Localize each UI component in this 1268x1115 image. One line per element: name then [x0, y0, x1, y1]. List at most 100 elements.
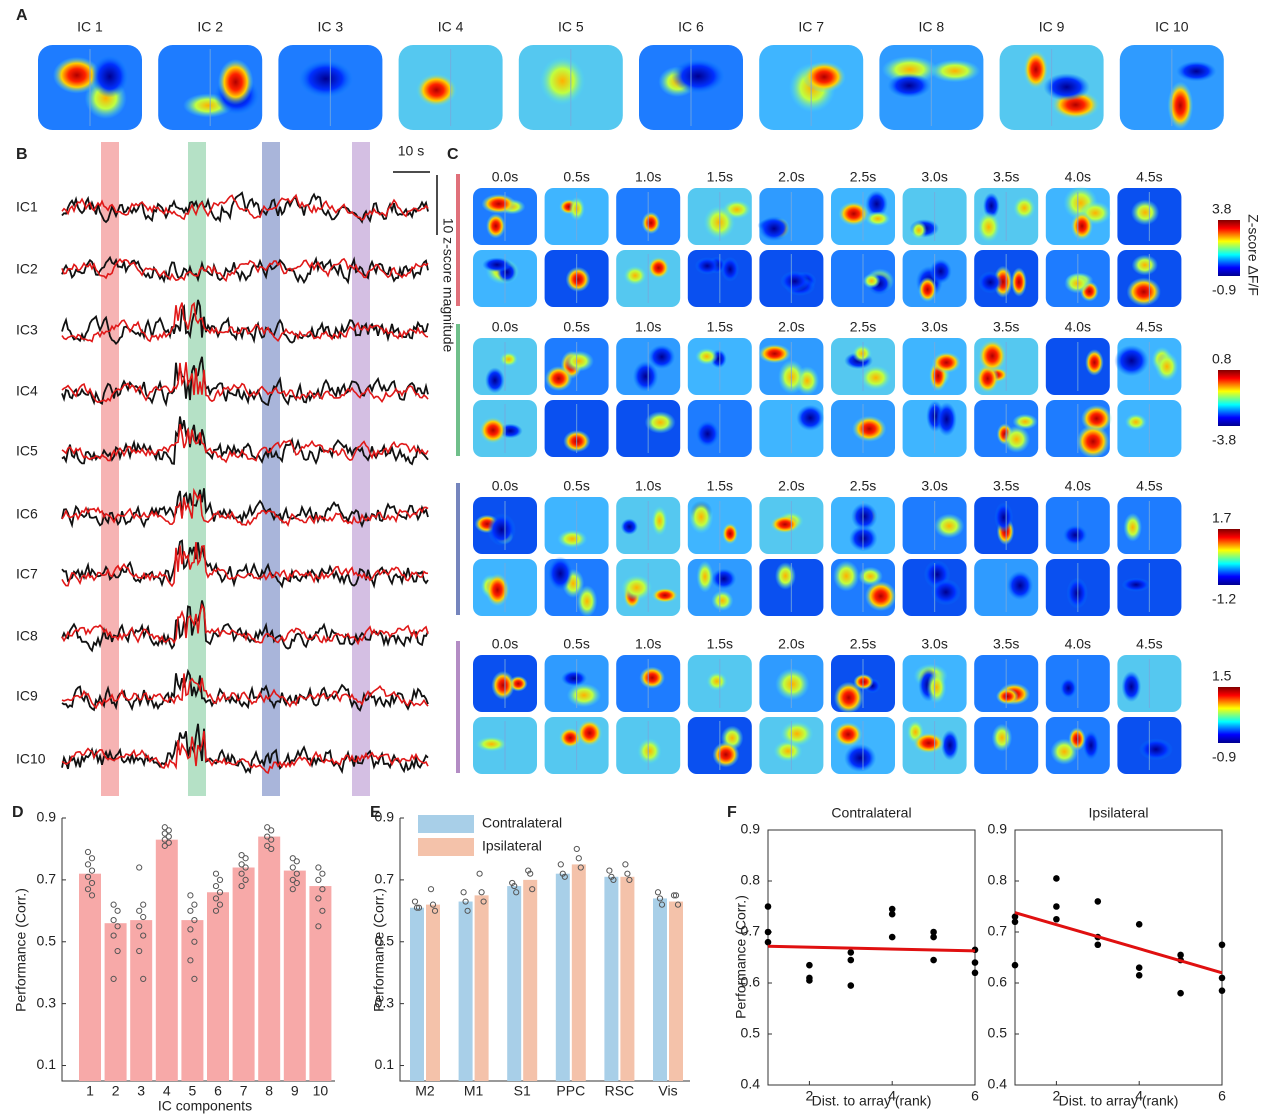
frame-map: [757, 188, 823, 245]
bar: [653, 898, 667, 1081]
map-title: IC 3: [318, 19, 344, 35]
x-tick-label: 10: [313, 1083, 329, 1099]
time-label: 1.0s: [635, 319, 661, 335]
activity-blob: [1011, 267, 1027, 296]
group-bar: [456, 324, 460, 456]
frame-map: [903, 338, 967, 395]
frame-map: [473, 559, 537, 616]
x-tick-label: 9: [291, 1083, 299, 1099]
sample-point: [479, 890, 484, 895]
time-label: 1.0s: [635, 169, 661, 185]
bar: [156, 840, 178, 1081]
bar: [556, 874, 570, 1081]
frame-map: [759, 250, 823, 307]
ic-map: [38, 45, 142, 130]
map-title: IC 5: [558, 19, 584, 35]
y-axis-label: Performance (Corr.): [733, 895, 749, 1019]
sample-point: [412, 899, 417, 904]
frame-map: [1046, 400, 1112, 458]
y-tick-label: 0.9: [741, 821, 761, 837]
map-title: IC 9: [1039, 19, 1065, 35]
bar: [459, 902, 473, 1081]
time-label: 4.5s: [1136, 319, 1162, 335]
frame-map: [903, 497, 967, 554]
frame-map: [831, 559, 897, 616]
colorbar-max: 3.8: [1212, 201, 1232, 217]
activity-blob: [706, 672, 727, 691]
activity-blob: [485, 367, 505, 393]
frame-map: [758, 338, 823, 395]
frame-map: [545, 188, 609, 245]
sample-point: [607, 868, 612, 873]
frame-map: [974, 338, 1038, 395]
activity-blob: [645, 411, 676, 433]
activity-blob: [491, 671, 514, 700]
legend-swatch: [418, 838, 474, 856]
data-point: [1053, 903, 1060, 910]
frame-map: [1117, 717, 1181, 774]
activity-blob: [711, 590, 733, 611]
frame-map: [688, 655, 752, 712]
data-point: [889, 911, 896, 918]
sample-point: [316, 877, 321, 882]
frame-map: [974, 655, 1038, 712]
bar: [309, 886, 331, 1081]
data-point: [848, 982, 855, 989]
frame-map: [831, 400, 895, 457]
data-point: [1012, 962, 1019, 969]
activity-blob: [992, 724, 1012, 752]
activity-blob: [1013, 414, 1038, 430]
sample-point: [574, 846, 579, 851]
y-tick-label: 0.4: [741, 1076, 761, 1092]
frame-map: [616, 338, 680, 395]
sample-point: [85, 862, 90, 867]
time-label: 4.5s: [1136, 636, 1162, 652]
bar: [258, 837, 280, 1081]
bar: [475, 895, 489, 1081]
frame-map: [473, 717, 537, 774]
frame-map: [1117, 250, 1181, 307]
colorbar-min: -1.2: [1212, 591, 1236, 607]
bar: [620, 877, 634, 1081]
frame-map: [1046, 250, 1110, 307]
frame-map: [1117, 655, 1181, 712]
activity-blob: [994, 502, 1013, 532]
frame-map: [831, 250, 895, 307]
bar: [207, 892, 229, 1081]
chart-title: Ipsilateral: [1089, 805, 1149, 821]
sample-point: [320, 871, 325, 876]
data-point: [1053, 916, 1060, 923]
frame-map: [903, 400, 967, 457]
y-tick-label: 0.6: [988, 974, 1008, 990]
figure: A B C D E F IC 1IC 2IC 3IC 4IC 5IC 6IC 7…: [0, 0, 1268, 1115]
frame-map: [903, 559, 967, 616]
activity-blob: [1132, 255, 1158, 276]
sample-point: [655, 890, 660, 895]
time-label: 2.0s: [778, 319, 804, 335]
sample-point: [316, 865, 321, 870]
activity-blob: [1155, 352, 1178, 381]
time-label: 3.5s: [993, 319, 1019, 335]
trace-label: IC10: [16, 751, 46, 767]
frame-map: [759, 559, 823, 616]
frame-map: [473, 250, 537, 307]
magnitude-scale-label: 10 z-score magnitude: [440, 218, 456, 353]
activity-blob: [648, 345, 675, 369]
activity-blob: [936, 402, 956, 436]
activity-blob: [770, 515, 799, 533]
bar: [410, 908, 424, 1081]
colorbar-min: -0.9: [1212, 282, 1236, 298]
frame-map: [545, 717, 609, 774]
activity-blob: [927, 671, 947, 703]
x-tick-label: S1: [514, 1083, 531, 1099]
bar: [284, 871, 306, 1081]
group-bar: [456, 641, 460, 773]
y-tick-label: 0.7: [988, 923, 1008, 939]
trace-label: IC3: [16, 322, 38, 338]
ic-map: [639, 45, 743, 130]
colorbar-max: 0.8: [1212, 351, 1232, 367]
data-point: [930, 934, 937, 941]
frame-map: [616, 250, 680, 307]
trace-label: IC1: [16, 199, 38, 215]
legend-label: Ipsilateral: [482, 838, 542, 854]
